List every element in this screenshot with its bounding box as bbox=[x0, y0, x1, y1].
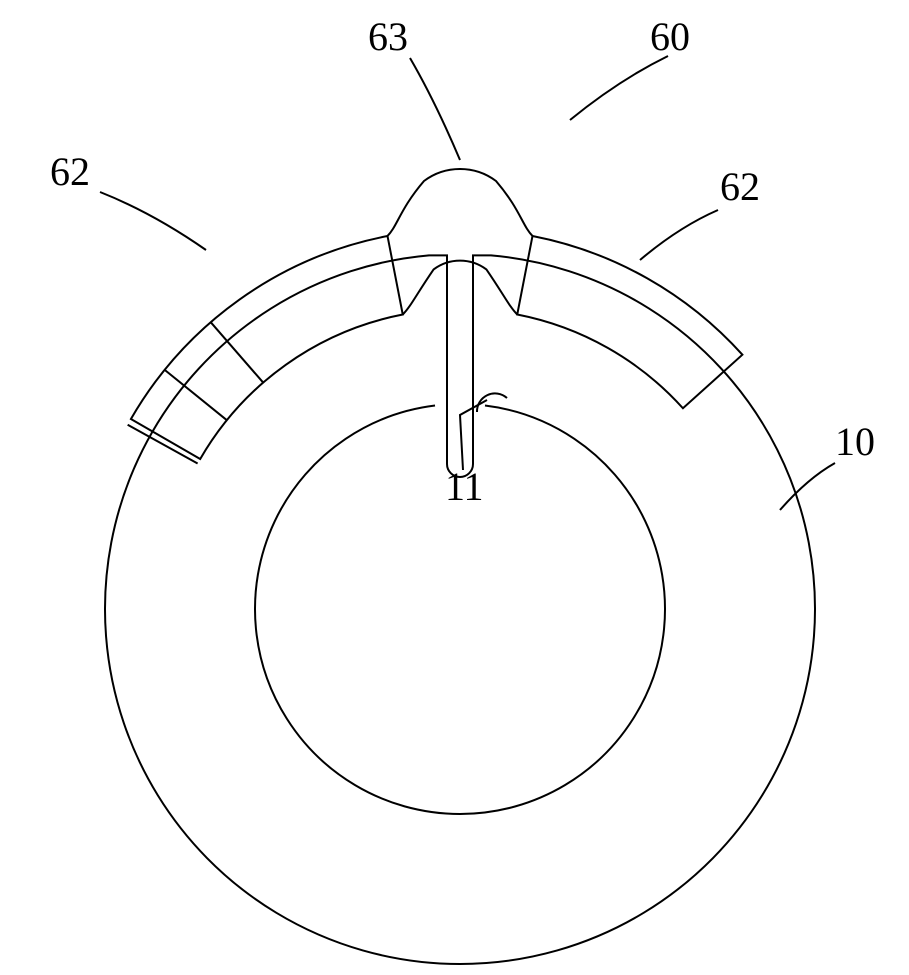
leader-62R bbox=[640, 210, 718, 260]
ring-outer-with-notch bbox=[105, 255, 815, 964]
clip-arm-right bbox=[517, 236, 742, 408]
label-10: 10 bbox=[835, 419, 875, 464]
leader-60 bbox=[570, 56, 668, 120]
clip-bump-outer bbox=[387, 169, 532, 236]
label-11: 11 bbox=[445, 464, 484, 509]
label-63: 63 bbox=[368, 14, 408, 59]
clip-bump-inner bbox=[403, 261, 517, 315]
clip-groove-1 bbox=[165, 370, 227, 420]
label-62L: 62 bbox=[50, 149, 90, 194]
clip-groove-0 bbox=[211, 322, 263, 382]
leader-10 bbox=[780, 463, 835, 510]
clip-arm-left bbox=[131, 236, 403, 459]
label-62R: 62 bbox=[720, 164, 760, 209]
label-60: 60 bbox=[650, 14, 690, 59]
leader-62L bbox=[100, 192, 206, 250]
leader-63 bbox=[410, 58, 460, 160]
